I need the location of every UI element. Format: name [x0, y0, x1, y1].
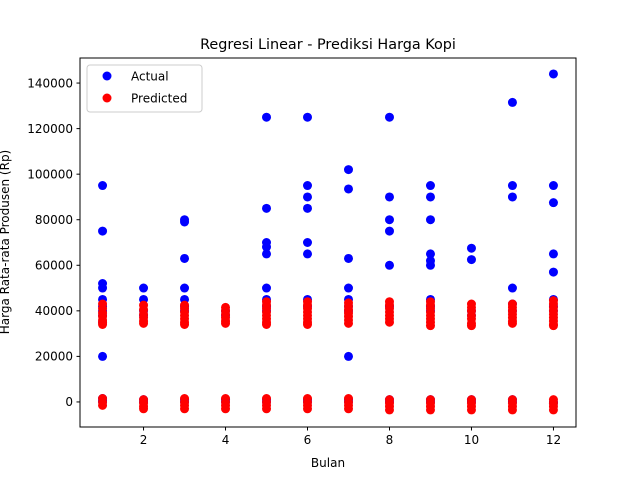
data-point-actual	[262, 203, 272, 213]
legend-box	[86, 64, 203, 113]
data-point-actual	[98, 181, 108, 191]
data-point-predicted	[466, 321, 476, 331]
data-point-predicted	[507, 318, 517, 328]
legend: Actual Predicted	[86, 64, 203, 113]
data-point-predicted	[139, 318, 149, 328]
x-tick-label: 10	[464, 433, 479, 447]
y-tick-label: 40000	[35, 304, 73, 318]
data-point-actual	[344, 351, 353, 361]
data-point-actual	[180, 283, 190, 293]
plot-area-frame	[79, 57, 577, 428]
chart-title: Regresi Linear - Prediksi Harga Kopi	[200, 37, 456, 53]
data-point-actual	[262, 249, 272, 259]
x-tick-label: 6	[304, 433, 312, 447]
data-point-actual	[303, 203, 312, 213]
data-point-actual	[98, 283, 108, 293]
y-axis-label: Harga Rata-rata Produsen (Rp)	[0, 150, 12, 335]
data-point-predicted	[303, 320, 312, 329]
data-point-actual	[466, 243, 476, 253]
data-point-predicted	[221, 318, 231, 328]
y-tick-label: 20000	[35, 350, 73, 364]
data-point-actual	[98, 226, 108, 236]
data-point-predicted	[98, 400, 108, 410]
data-point-actual	[384, 226, 394, 236]
legend-marker-predicted	[102, 93, 112, 103]
data-point-actual	[262, 112, 272, 122]
data-point-predicted	[98, 320, 108, 329]
data-point-predicted	[262, 320, 272, 329]
data-point-actual	[344, 184, 353, 194]
x-tick-label: 4	[222, 433, 230, 447]
series-actual	[98, 69, 558, 408]
data-point-actual	[507, 181, 517, 191]
data-point-actual	[303, 238, 312, 247]
x-axis-label: Bulan	[311, 456, 345, 470]
data-point-actual	[548, 181, 558, 191]
y-tick-label: 120000	[27, 122, 73, 136]
data-point-predicted	[384, 317, 394, 327]
legend-label-actual: Actual	[131, 69, 169, 83]
data-point-actual	[344, 253, 353, 263]
y-tick-label: 0	[65, 395, 73, 409]
data-point-predicted	[548, 321, 558, 331]
data-point-predicted	[384, 405, 394, 415]
data-point-predicted	[180, 320, 190, 329]
data-point-actual	[384, 112, 394, 122]
y-tick-label: 100000	[27, 167, 73, 181]
data-point-actual	[548, 198, 558, 208]
y-tick-label: 60000	[35, 259, 73, 273]
data-point-actual	[425, 215, 435, 225]
data-point-predicted	[344, 318, 353, 328]
data-point-actual	[425, 192, 435, 202]
data-point-predicted	[507, 405, 517, 415]
x-tick-label: 12	[546, 433, 561, 447]
data-point-actual	[303, 249, 312, 259]
data-point-actual	[425, 260, 435, 270]
legend-label-predicted: Predicted	[131, 91, 187, 105]
data-point-actual	[344, 283, 353, 293]
data-point-predicted	[548, 405, 558, 415]
data-point-actual	[262, 283, 272, 293]
y-tick-label: 140000	[27, 76, 73, 90]
data-point-actual	[507, 283, 517, 293]
data-point-actual	[548, 249, 558, 259]
data-point-predicted	[466, 405, 476, 415]
data-point-actual	[303, 192, 312, 202]
data-point-predicted	[425, 405, 435, 415]
y-tick-label: 80000	[35, 213, 73, 227]
data-point-actual	[303, 112, 312, 122]
data-point-actual	[344, 165, 353, 175]
data-point-predicted	[139, 404, 149, 414]
data-point-actual	[139, 283, 149, 293]
data-point-actual	[548, 69, 558, 79]
legend-marker-actual	[102, 71, 112, 81]
data-point-actual	[384, 192, 394, 202]
data-point-predicted	[262, 404, 272, 414]
data-point-actual	[180, 217, 190, 227]
data-point-actual	[384, 260, 394, 270]
data-point-predicted	[221, 404, 231, 414]
data-point-actual	[384, 215, 394, 225]
data-point-predicted	[344, 404, 353, 414]
data-point-actual	[466, 255, 476, 265]
y-axis: 0 20000 40000 60000 80000 100000 120000 140000	[27, 76, 80, 409]
data-point-actual	[262, 242, 272, 252]
data-point-actual	[507, 97, 517, 107]
data-point-actual	[507, 192, 517, 202]
x-tick-label: 8	[386, 433, 394, 447]
data-point-actual	[425, 249, 435, 259]
data-point-predicted	[180, 404, 190, 414]
series-predicted	[98, 296, 558, 415]
x-tick-label: 2	[140, 433, 148, 447]
data-point-actual	[425, 181, 435, 191]
data-point-actual	[98, 351, 108, 361]
data-point-actual	[180, 253, 190, 263]
data-point-actual	[303, 181, 312, 191]
data-point-predicted	[425, 321, 435, 331]
x-axis: 2 4 6 8 10 12	[140, 427, 561, 447]
data-point-actual	[548, 267, 558, 277]
data-point-predicted	[303, 404, 312, 414]
